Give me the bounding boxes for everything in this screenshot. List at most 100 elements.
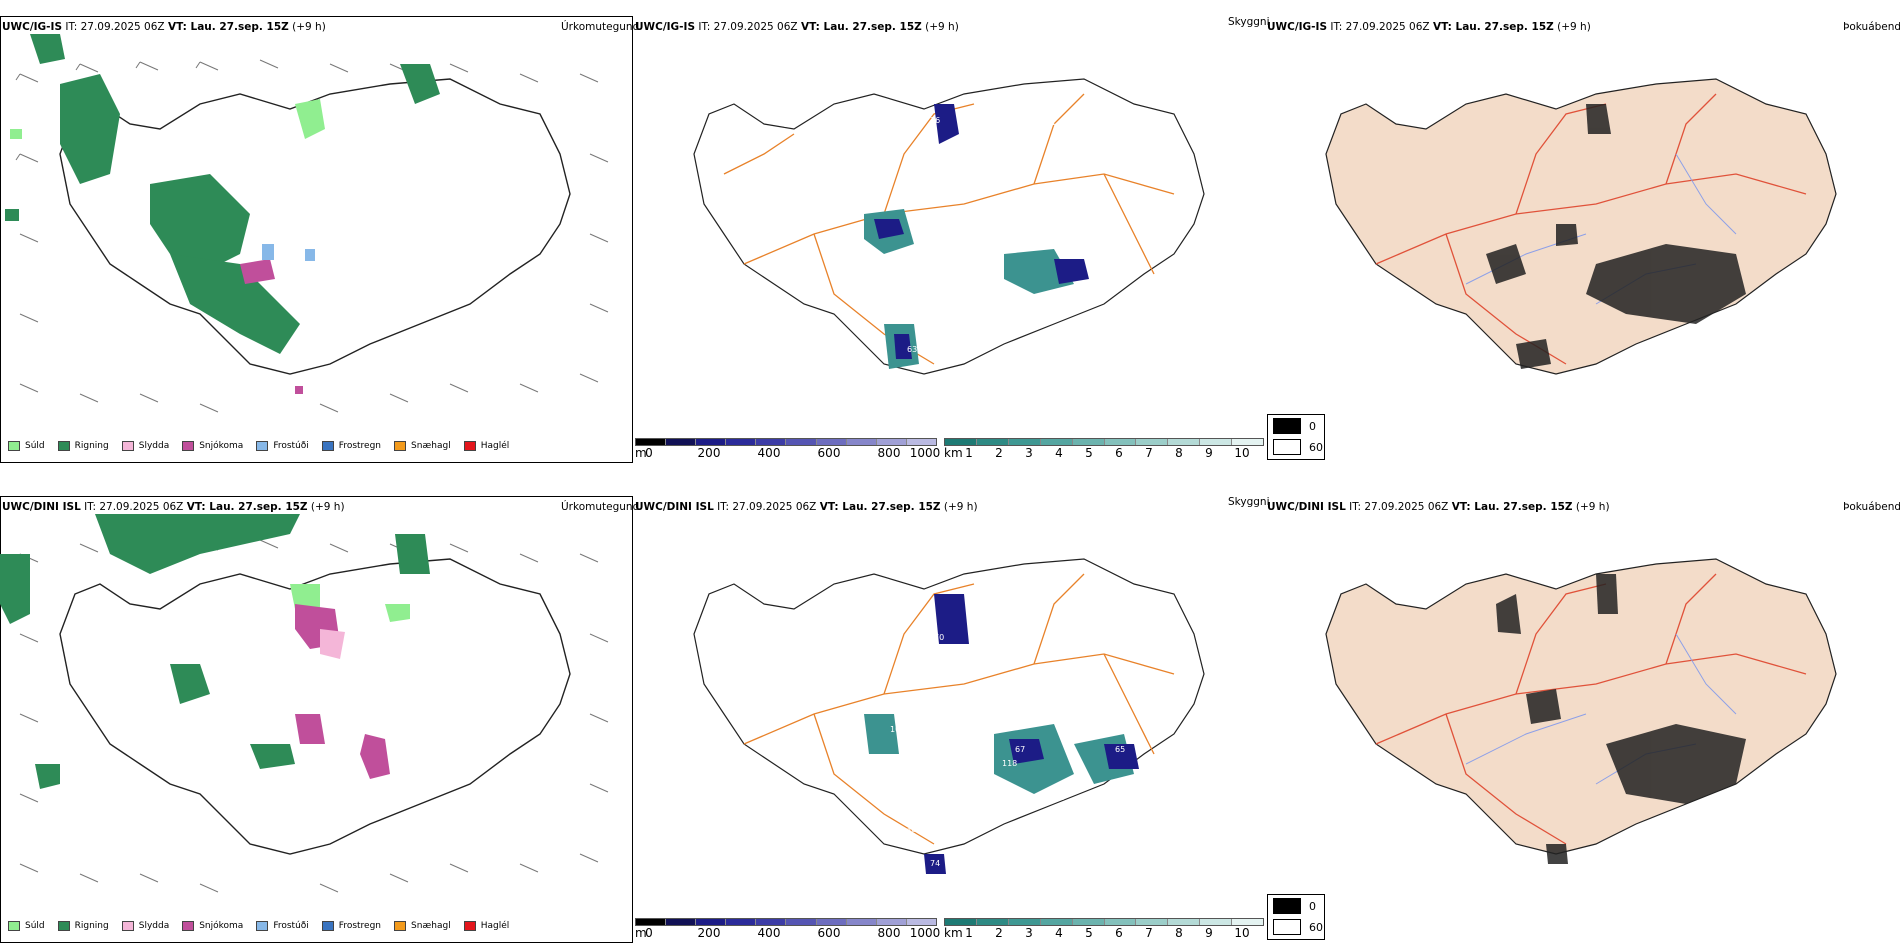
valid-time: VT: Lau. 27.sep. 15Z bbox=[167, 21, 289, 33]
cloud-label: 84 bbox=[1042, 601, 1052, 610]
tick-label: 4 bbox=[1055, 446, 1063, 460]
iceland-outline bbox=[59, 78, 571, 375]
cloud-label: 119 bbox=[1050, 793, 1065, 802]
valid-time: VT: Lau. 27.sep. 15Z bbox=[186, 501, 308, 513]
snow-areas bbox=[295, 604, 390, 779]
low-cloud-areas bbox=[874, 104, 1089, 359]
fog-title: Þokuábendi bbox=[1843, 501, 1900, 513]
cloud-label: 65 bbox=[1115, 745, 1125, 754]
fog-header: UWC/IG-IS IT: 27.09.2025 06Z VT: Lau. 27… bbox=[1267, 21, 1591, 34]
fog-areas bbox=[1486, 104, 1746, 369]
legend-item-snjokoma: Snjókoma bbox=[182, 441, 243, 451]
fog-swatch bbox=[1273, 898, 1301, 914]
valid-time: VT: Lau. 27.sep. 15Z bbox=[800, 21, 922, 33]
tick-label: 2 bbox=[995, 926, 1003, 940]
tick-label: 200 bbox=[697, 926, 721, 940]
legend-item-slydda: Slydda bbox=[121, 921, 169, 931]
cloud-map: 81 104 67 118 65 119 70 56 36 74 83 84 6… bbox=[693, 558, 1205, 874]
low-cloud-areas bbox=[924, 594, 1139, 874]
legend-swatch bbox=[57, 441, 70, 451]
cloud-labels: 81 104 67 118 65 119 70 56 36 74 83 84 6… bbox=[890, 601, 1125, 874]
sleet-areas bbox=[320, 629, 345, 659]
height-colorbar: m 0 200 400 600 800 1000 bbox=[635, 918, 940, 940]
init-time: IT: 27.09.2025 06Z bbox=[1349, 501, 1449, 513]
fog-legend-item: 0 bbox=[1273, 898, 1316, 914]
visibility-colorbar: km 1 2 3 4 5 6 7 8 9 10 bbox=[944, 438, 1264, 460]
tick-label: 400 bbox=[757, 446, 781, 460]
lead-time: (+9 h) bbox=[292, 21, 326, 33]
height-unit: m bbox=[635, 446, 647, 460]
cloud-header: UWC/IG-IS IT: 27.09.2025 06Z VT: Lau. 27… bbox=[635, 21, 959, 34]
freezing-drizzle-areas bbox=[262, 244, 315, 261]
snow-areas bbox=[240, 259, 303, 394]
cloud-label: 56 bbox=[891, 623, 901, 632]
cloud-label: 36 bbox=[930, 116, 940, 125]
fog-map bbox=[1266, 514, 1896, 914]
legend-swatch bbox=[256, 921, 269, 931]
valid-time: VT: Lau. 27.sep. 15Z bbox=[819, 501, 941, 513]
height-colorbar-cells bbox=[635, 438, 937, 446]
cloud-map: 70 87 77 190 200 63 62 77 36 10 11 27 bbox=[693, 78, 1205, 398]
cloud-label: 200 bbox=[1064, 291, 1079, 300]
tick-label: 600 bbox=[817, 926, 841, 940]
height-colorbar-cells bbox=[635, 918, 937, 926]
tick-label: 1 bbox=[965, 926, 973, 940]
tick-label: 10 bbox=[1234, 446, 1250, 460]
precip-legend: Súld Rigning Slydda Snjókoma Frostúði Fr… bbox=[8, 921, 522, 931]
fog-swatch bbox=[1273, 439, 1301, 455]
cloud-label: 118 bbox=[1002, 759, 1017, 768]
lead-time: (+9 h) bbox=[925, 21, 959, 33]
tick-label: 4 bbox=[1055, 926, 1063, 940]
tick-label: 6 bbox=[1115, 926, 1123, 940]
cloud-label: 77 bbox=[907, 383, 917, 392]
tick-label: 0 bbox=[645, 446, 653, 460]
tick-label: 5 bbox=[1085, 446, 1093, 460]
precip-panel-frame bbox=[0, 16, 633, 463]
height-colorbar: m 0 200 400 600 800 1000 bbox=[635, 438, 940, 460]
lead-time: (+9 h) bbox=[943, 501, 978, 513]
precip-header: UWC/IG-IS IT: 27.09.2025 06Z VT: Lau. 27… bbox=[2, 21, 326, 34]
cloud-labels: 70 87 77 190 200 63 62 77 36 10 11 27 bbox=[784, 102, 1079, 398]
fog-legend-label: 0 bbox=[1309, 419, 1316, 433]
tick-label: 1 bbox=[965, 446, 973, 460]
fog-legend-item: 60 bbox=[1273, 919, 1323, 935]
lead-time: (+9 h) bbox=[1575, 501, 1610, 513]
cloud-label: 36 bbox=[906, 825, 916, 834]
tick-label: 8 bbox=[1175, 926, 1183, 940]
legend-swatch bbox=[256, 441, 269, 451]
model-name: UWC/IG-IS bbox=[1267, 21, 1328, 33]
init-time: IT: 27.09.2025 06Z bbox=[698, 21, 798, 33]
valid-time: VT: Lau. 27.sep. 15Z bbox=[1451, 501, 1573, 513]
tick-label: 200 bbox=[697, 446, 721, 460]
wind-barbs bbox=[15, 59, 609, 413]
cloud-label: 74 bbox=[930, 859, 940, 868]
cloud-label: 104 bbox=[890, 725, 905, 734]
legend-item-sudd: Súld bbox=[8, 921, 45, 931]
fog-legend-item: 60 bbox=[1273, 439, 1323, 455]
legend-item-frostregn: Frostregn bbox=[321, 921, 381, 931]
visibility-colorbar-cells bbox=[944, 438, 1264, 446]
tick-label: 800 bbox=[877, 926, 901, 940]
init-time: IT: 27.09.2025 06Z bbox=[84, 501, 184, 513]
cloud-label: 70 bbox=[946, 245, 956, 254]
visibility-colorbar-ticks: km 1 2 3 4 5 6 7 8 9 10 bbox=[944, 446, 1264, 460]
cloud-label: 27 bbox=[784, 120, 794, 129]
legend-swatch bbox=[8, 921, 20, 931]
rain-areas bbox=[0, 514, 430, 789]
fog-map bbox=[1266, 34, 1896, 434]
tick-label: 3 bbox=[1025, 446, 1033, 460]
precip-map bbox=[0, 514, 609, 893]
legend-item-slydda: Slydda bbox=[121, 441, 169, 451]
tick-label: 9 bbox=[1205, 926, 1213, 940]
drizzle-areas bbox=[10, 99, 325, 139]
tick-label: 8 bbox=[1175, 446, 1183, 460]
cloud-label: 77 bbox=[861, 280, 871, 289]
tick-label: 3 bbox=[1025, 926, 1033, 940]
cloud-label: 67 bbox=[1015, 745, 1025, 754]
roads bbox=[1375, 573, 1807, 845]
tick-label: 9 bbox=[1205, 446, 1213, 460]
model-name: UWC/DINI ISL bbox=[635, 501, 714, 513]
fog-header: UWC/DINI ISL IT: 27.09.2025 06Z VT: Lau.… bbox=[1267, 501, 1610, 514]
legend-item-rigning: Rigning bbox=[57, 921, 109, 931]
legend-swatch bbox=[394, 441, 407, 451]
